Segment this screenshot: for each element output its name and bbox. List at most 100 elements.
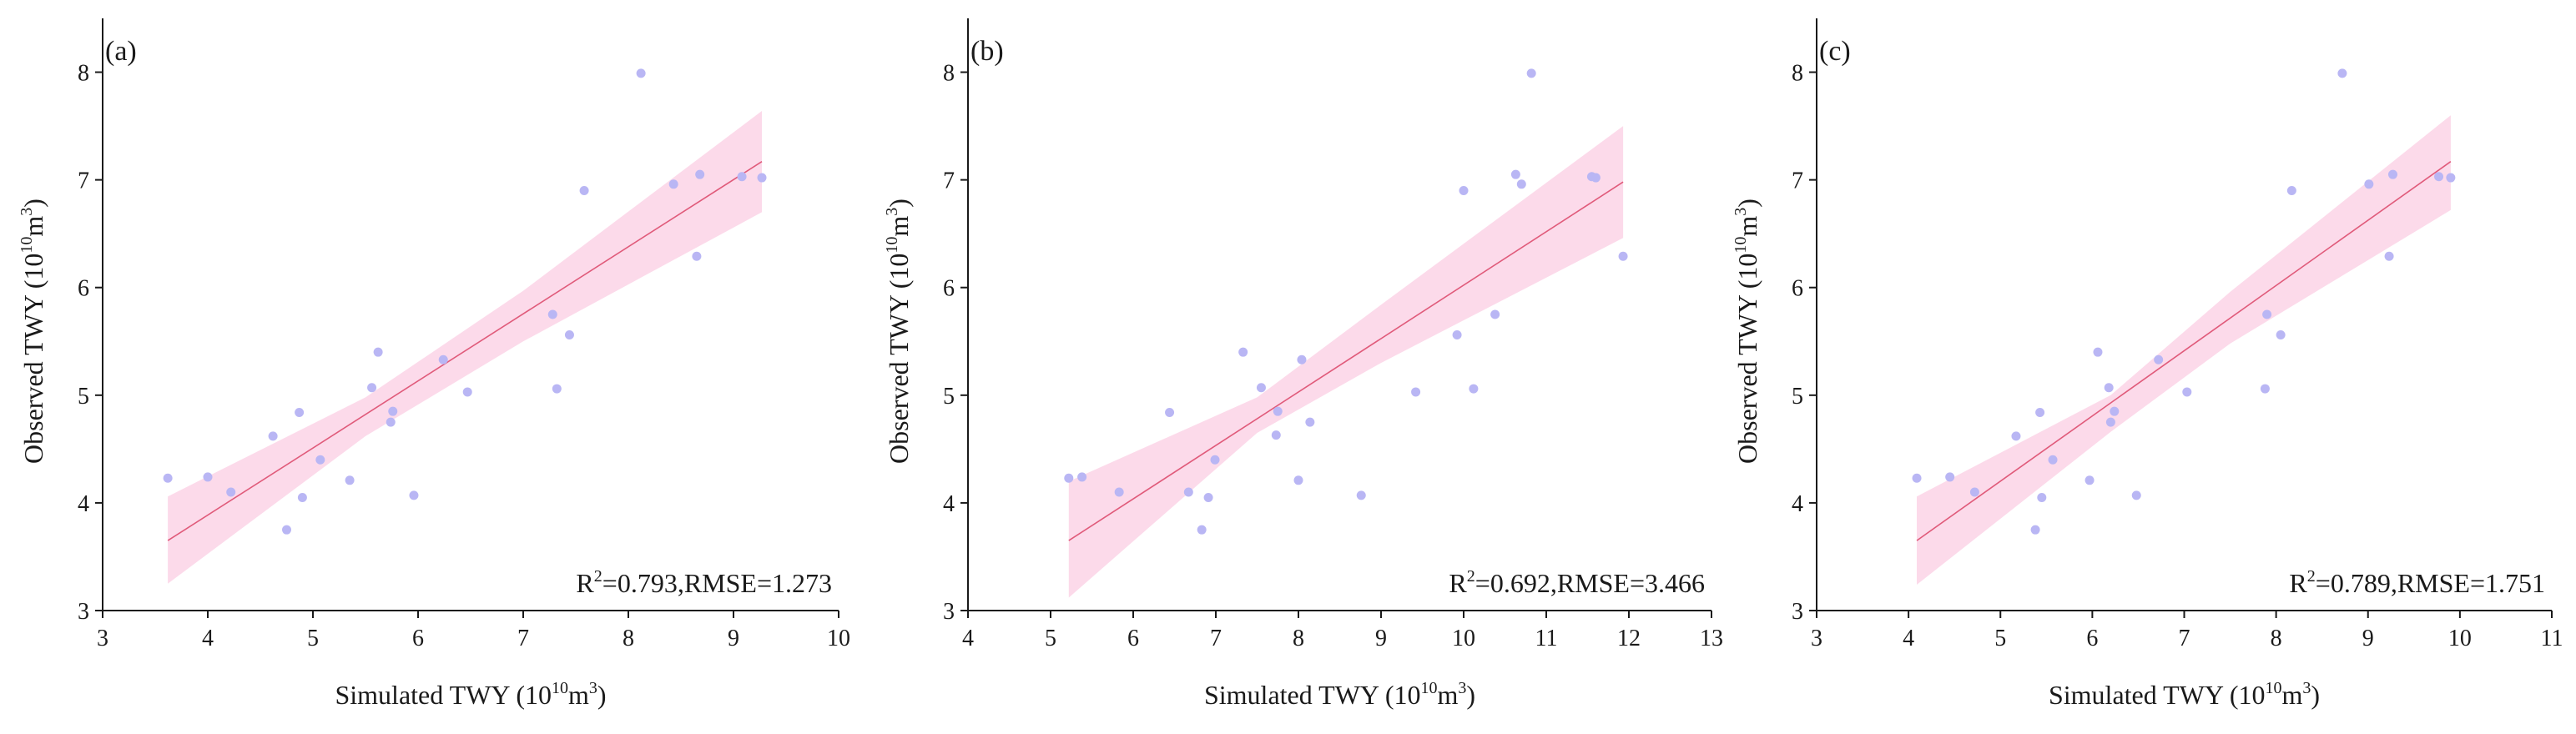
data-point: [695, 169, 705, 179]
data-point: [1490, 309, 1500, 319]
data-point: [386, 417, 396, 427]
x-tick-label: 9: [1375, 626, 1387, 651]
y-tick-label: 6: [943, 276, 955, 302]
data-point: [1293, 475, 1303, 485]
x-tick-label: 6: [2086, 626, 2098, 651]
x-tick-label: 10: [2448, 626, 2472, 651]
data-point: [388, 406, 398, 416]
x-tick-label: 5: [1994, 626, 2006, 651]
data-point: [2262, 309, 2272, 319]
y-tick-label: 4: [1792, 491, 1803, 517]
data-point: [2154, 354, 2164, 364]
data-point: [1469, 384, 1479, 394]
data-point: [297, 492, 307, 502]
data-point: [1618, 251, 1628, 261]
x-tick-label: 6: [1127, 626, 1139, 651]
x-axis-label: Simulated TWY (1010m3): [335, 679, 606, 710]
stats-annotation: R2=0.789,RMSE=1.751: [2289, 567, 2545, 598]
data-point: [1452, 330, 1462, 340]
x-tick-label: 3: [1811, 626, 1822, 651]
x-tick-label: 5: [307, 626, 319, 651]
x-tick-label: 9: [2362, 626, 2374, 651]
data-point: [636, 68, 646, 78]
data-point: [345, 475, 355, 485]
data-point: [737, 172, 747, 182]
y-tick-label: 8: [943, 61, 955, 87]
x-tick-label: 8: [2271, 626, 2282, 651]
x-tick-label: 4: [962, 626, 974, 651]
data-point: [1203, 492, 1213, 502]
panel-c: 3 4 5 6 7 8 9 10 11 3 4 5 6 7 8 (c) R2=0.789,RMSE=1.751 S…: [1732, 18, 2563, 710]
data-point: [203, 472, 213, 482]
data-point: [2286, 186, 2296, 196]
y-tick-label: 4: [78, 491, 89, 517]
confidence-band: [1917, 115, 2451, 585]
x-tick-label: 5: [1045, 626, 1056, 651]
data-point: [552, 384, 562, 394]
y-axis-label: Observed TWY (1010m3): [883, 199, 914, 464]
y-tick-label: 8: [78, 61, 89, 87]
x-tick-label: 13: [1700, 626, 1723, 651]
data-point: [2131, 490, 2141, 500]
panel-b: 4 5 6 7 8 9 10 11 12 13345678(b)R2=0.692,RMSE=3.4…: [883, 18, 1723, 710]
x-tick-label: 7: [1210, 626, 1222, 651]
x-tick-label: 9: [728, 626, 739, 651]
data-point: [2035, 407, 2045, 417]
data-point: [295, 407, 305, 417]
fit-line: [1916, 161, 2452, 541]
confidence-band: [168, 111, 763, 584]
data-point: [1256, 383, 1266, 393]
x-axis-label: Simulated TWY (1010m3): [1204, 679, 1475, 710]
data-point: [2030, 525, 2040, 535]
data-point: [692, 251, 702, 261]
x-tick-label: 11: [1535, 626, 1558, 651]
panel-a: 3 4 5 6 7 8 9 10 3 4 5 6 7 8 (a) R2=0.793,RMSE=1.273 Sim…: [18, 18, 850, 710]
data-point: [2260, 384, 2270, 394]
data-point: [579, 186, 589, 196]
x-tick-label: 7: [517, 626, 529, 651]
data-point: [367, 383, 377, 393]
x-tick-label: 4: [202, 626, 214, 651]
data-point: [1590, 173, 1601, 183]
x-tick-label: 10: [827, 626, 850, 651]
data-point: [1238, 347, 1248, 357]
data-point: [2434, 172, 2444, 182]
data-point: [2104, 383, 2114, 393]
data-point: [2110, 406, 2120, 416]
stats-annotation: R2=0.793,RMSE=1.273: [576, 567, 832, 598]
data-point: [547, 309, 557, 319]
data-point: [2387, 169, 2397, 179]
data-point: [1459, 186, 1469, 196]
data-point: [1305, 417, 1315, 427]
data-point: [1912, 473, 1922, 483]
data-point: [564, 330, 574, 340]
data-point: [1165, 407, 1175, 417]
data-point: [2337, 68, 2347, 78]
x-axis-label: Simulated TWY (1010m3): [2049, 679, 2320, 710]
data-point: [462, 387, 472, 397]
data-point: [1064, 473, 1074, 483]
data-point: [438, 354, 448, 364]
data-point: [1356, 490, 1366, 500]
data-point: [1411, 387, 1421, 397]
y-axis-label: Observed TWY (1010m3): [18, 199, 48, 464]
y-tick-label: 5: [78, 384, 89, 410]
data-point: [163, 473, 173, 483]
data-point: [1273, 406, 1283, 416]
data-point: [2446, 173, 2456, 183]
data-point: [1297, 354, 1307, 364]
data-point: [2093, 347, 2103, 357]
x-tick-label: 8: [623, 626, 634, 651]
y-tick-label: 7: [943, 168, 955, 194]
data-point: [2048, 455, 2058, 465]
data-point: [1526, 68, 1536, 78]
data-point: [2011, 431, 2021, 441]
data-point: [282, 525, 291, 535]
data-point: [2276, 330, 2286, 340]
x-tick-label: 6: [412, 626, 424, 651]
y-tick-label: 8: [1792, 61, 1803, 87]
fit-line: [167, 161, 763, 541]
y-tick-label: 7: [1792, 168, 1803, 194]
data-point: [2364, 179, 2374, 189]
